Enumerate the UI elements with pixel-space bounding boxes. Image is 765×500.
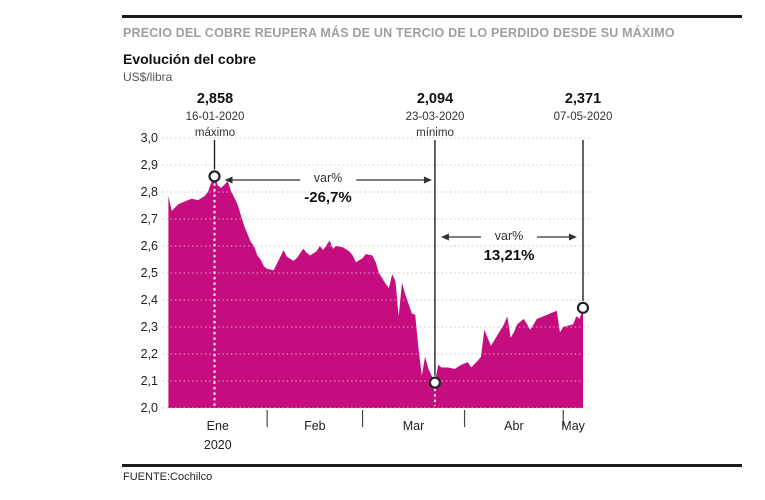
drop-arrow-head-left: [224, 176, 233, 184]
month-label: Ene: [207, 419, 229, 433]
annotation-min: 2,094 23-03-2020 mínimo: [374, 90, 496, 140]
annotation-max: 2,858 16-01-2020 máximo: [154, 90, 276, 140]
axis-unit-label: US$/libra: [123, 70, 173, 84]
y-tick-label: 2,3: [141, 320, 158, 334]
last-date: 07-05-2020: [553, 111, 613, 124]
source-credit: FUENTE:Cochilco: [123, 471, 213, 483]
recovery-arrow-head-right: [568, 233, 577, 241]
kicker-headline: PRECIO DEL COBRE REUPERA MÁS DE UN TERCI…: [123, 26, 675, 40]
month-axis: Ene 2020 Feb Mar Abr May: [204, 410, 586, 452]
y-tick-label: 2,2: [141, 347, 158, 361]
min-value: 2,094: [416, 91, 454, 107]
recovery-arrow-head-left: [440, 233, 449, 241]
variation-drop-value: -26,7%: [304, 189, 352, 206]
chart-title: Evolución del cobre: [123, 51, 257, 67]
marker-circle: [208, 170, 221, 183]
variation-arrows: [224, 176, 577, 241]
last-value: 2,371: [564, 91, 602, 107]
marker-circle: [576, 301, 590, 314]
marker-circle: [428, 376, 442, 389]
variation-recovery: var% 13,21%: [449, 229, 569, 265]
variation-recovery-value: 13,21%: [483, 247, 535, 264]
variation-drop-label: var%: [313, 171, 343, 185]
y-tick-label: 2,7: [141, 212, 158, 226]
y-tick-label: 2,5: [141, 266, 158, 280]
marker-annotations: [208, 140, 590, 406]
max-tag: máximo: [194, 126, 236, 139]
month-label: May: [561, 419, 585, 433]
min-tag: mínimo: [416, 126, 454, 139]
min-date: 23-03-2020: [405, 111, 465, 124]
y-tick-label: 2,0: [141, 401, 158, 415]
y-axis-labels: 3,0 2,9 2,8 2,7 2,6 2,5 2,4 2,3 2,2 2,1 2,0: [141, 131, 158, 415]
month-label: Feb: [304, 419, 326, 433]
price-area: [168, 176, 583, 408]
variation-recovery-label: var%: [494, 229, 524, 243]
y-tick-label: 2,9: [141, 158, 158, 172]
drop-arrow-head-right: [423, 176, 432, 184]
max-value: 2,858: [196, 91, 234, 107]
y-tick-label: 2,8: [141, 185, 158, 199]
month-label: Abr: [504, 419, 523, 433]
y-tick-label: 2,4: [141, 293, 158, 307]
annotation-last: 2,371 07-05-2020: [522, 90, 644, 126]
y-tick-label: 2,1: [141, 374, 158, 388]
y-tick-label: 3,0: [141, 131, 158, 145]
bottom-rule: [122, 464, 742, 467]
year-label: 2020: [204, 438, 232, 452]
max-date: 16-01-2020: [185, 111, 245, 124]
top-rule: [122, 15, 742, 18]
y-tick-label: 2,6: [141, 239, 158, 253]
month-label: Mar: [403, 419, 425, 433]
variation-drop: var% -26,7%: [268, 171, 388, 207]
